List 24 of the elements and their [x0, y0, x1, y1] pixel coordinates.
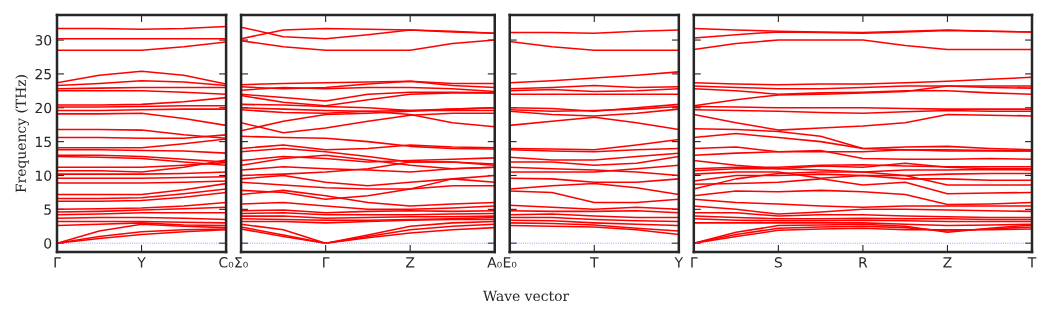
- x-tick-label: E₀: [503, 257, 517, 268]
- x-tick-label: Z: [943, 257, 952, 268]
- x-tick-label: Z: [406, 257, 415, 268]
- y-tick-label: 10: [35, 170, 52, 181]
- x-tick-label: Σ₀: [235, 257, 248, 268]
- x-tick-label: Γ: [323, 257, 330, 268]
- x-tick-label: Y: [674, 257, 684, 268]
- y-tick-label: 20: [35, 102, 52, 114]
- y-tick-label: 0: [44, 238, 52, 249]
- x-tick-label: Γ: [54, 257, 61, 268]
- y-tick-label: 25: [35, 68, 51, 80]
- x-tick-label: T: [1027, 257, 1037, 268]
- x-tick-label: Y: [137, 257, 146, 268]
- x-tick-label: R: [859, 257, 868, 268]
- y-axis-title: Frequency (THz): [15, 75, 29, 193]
- x-axis-title: Wave vector: [482, 290, 570, 302]
- x-tick-label: Γ: [691, 257, 698, 268]
- y-tick-label: 15: [35, 136, 51, 148]
- y-tick-label: 5: [44, 204, 51, 215]
- x-tick-label: S: [774, 257, 782, 268]
- x-tick-label: A₀: [487, 257, 502, 268]
- x-tick-label: T: [589, 257, 599, 268]
- y-tick-label: 30: [35, 35, 52, 46]
- x-tick-label: C₀: [219, 257, 234, 268]
